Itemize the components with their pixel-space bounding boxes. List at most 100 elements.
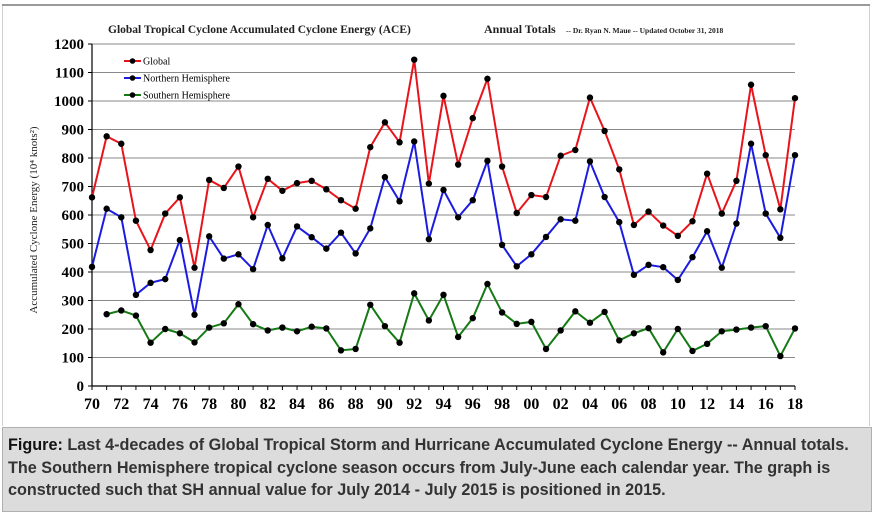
y-tick-label: 0 [77,379,85,395]
data-point [411,56,418,63]
data-point [323,325,330,332]
data-point [733,220,740,227]
data-point [777,206,784,213]
chart-container: Global Tropical Cyclone Accumulated Cycl… [2,6,870,426]
data-point [293,179,301,187]
y-tick-label: 300 [62,294,85,310]
x-tick-label: 18 [787,396,803,413]
data-point [616,337,623,344]
data-point [733,177,740,184]
data-point [337,229,345,236]
data-point [235,163,242,170]
data-point [249,320,257,328]
data-point [308,323,315,330]
y-tick-label: 600 [62,208,85,224]
data-point [132,291,140,298]
data-point [103,205,110,212]
data-point [88,194,96,201]
data-point [293,328,301,335]
data-point [425,180,433,187]
data-point [513,209,520,217]
data-point [264,175,271,183]
data-point [293,223,301,230]
x-tick-label: 00 [523,396,539,413]
data-point [381,119,389,126]
y-tick-labels: 0 100 200 300 400 500 600 700 800 900 1000 1100 1200 [54,37,84,395]
legend-marker [129,58,136,64]
data-point [542,233,550,241]
data-point [498,163,506,170]
data-point [572,146,579,154]
data-point [586,319,594,326]
data-point [279,324,286,331]
data-point [528,251,535,258]
data-point [528,191,535,199]
data-point [425,236,433,243]
data-point [542,345,550,353]
data-point [191,339,198,346]
legend-item-global: Global [124,57,170,68]
x-tick-label: 16 [758,396,774,413]
x-tick-label: 98 [494,396,510,413]
data-point [147,279,154,287]
chart-credit: -- Dr. Ryan N. Maue -- Updated October 3… [566,26,723,35]
data-point [367,143,374,151]
data-point [205,324,213,331]
data-point [191,311,198,318]
data-point [103,133,110,140]
data-point [689,218,696,225]
data-point [674,325,682,333]
series-southern-hemisphere [103,280,799,360]
data-point [469,196,476,204]
data-point [162,275,169,283]
data-point [791,325,799,332]
data-point [396,139,403,146]
x-tick-label: 78 [201,396,217,413]
legend-label: Northern Hemisphere [143,74,230,85]
data-point [176,236,184,244]
data-point [572,217,579,224]
data-point [352,345,359,353]
legend-label: Southern Hemisphere [143,91,230,102]
data-point [747,81,755,88]
y-axis-label: Accumulated Cyclone Energy (10⁴ knots²) [28,126,40,313]
data-point [132,217,140,224]
data-point [454,161,462,168]
data-point [528,318,535,326]
data-point [337,347,345,354]
data-point [601,308,608,316]
series-northern-hemisphere [88,138,799,318]
x-tick-label: 90 [377,396,393,413]
x-tick-label: 80 [230,396,246,413]
legend-item-northern-hemisphere: Northern Hemisphere [124,74,230,85]
data-point [484,280,491,288]
data-point [601,193,608,201]
y-tick-label: 200 [62,322,85,338]
x-tick-label: 70 [84,396,100,413]
data-point [249,214,257,221]
series-lines [88,56,799,360]
data-point [762,210,769,217]
data-point [396,339,403,346]
data-point [484,157,491,165]
data-point [176,330,184,337]
legend-item-southern-hemisphere: Southern Hemisphere [124,91,230,102]
data-point [762,322,769,330]
data-point [147,339,154,346]
data-point [367,301,374,308]
data-point [381,322,389,330]
x-tick-label: 74 [143,396,159,413]
data-point [396,198,403,205]
data-point [586,158,594,165]
data-point [733,326,740,333]
data-point [718,328,725,335]
data-point [323,186,330,193]
data-point [469,114,476,122]
data-point [337,196,345,204]
x-tick-labels: 70 72 74 76 78 80 82 84 86 88 90 92 94 96 98 00 02 04 06 08… [84,396,803,413]
data-point [747,140,755,147]
data-point [220,184,228,192]
data-point [176,194,184,201]
data-point [630,330,638,337]
data-point [323,245,330,252]
